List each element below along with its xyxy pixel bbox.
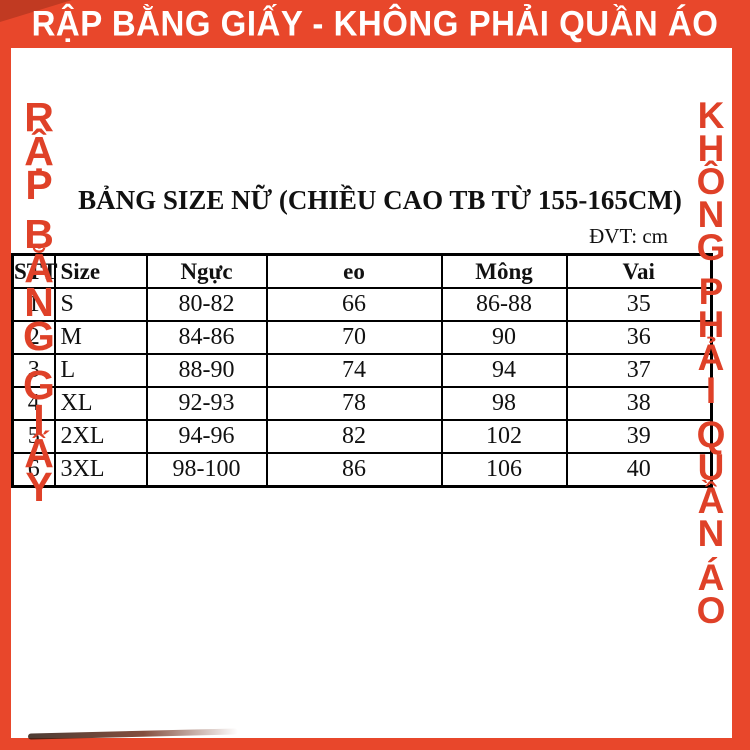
table-row: 1 S 80-82 66 86-88 35 [11,287,713,322]
table-cell: 98 [440,386,568,421]
table-cell: 90 [440,320,568,355]
vertical-letter: Ô [696,161,726,202]
table-cell: M [53,320,148,355]
table-cell: 2 [11,320,56,355]
table-header-row: STT Size Ngực eo Mông Vai [11,253,713,289]
table-cell: 66 [265,287,443,322]
table-cell: 39 [565,419,713,454]
vertical-letter: Q [696,414,726,455]
table-cell: 78 [265,386,443,421]
table-row: 5 2XL 94-96 82 102 39 [11,419,713,454]
table-cell: 102 [440,419,568,454]
table-cell: 74 [265,353,443,388]
column-header: Vai [565,253,713,289]
column-header: Mông [440,253,568,289]
vertical-letter: N [697,194,725,235]
table-row: 4 XL 92-93 78 98 38 [11,386,713,421]
table-row: 3 L 88-90 74 94 37 [11,353,713,388]
vertical-letter: H [697,304,725,345]
vertical-letter: N [24,279,54,325]
table-cell: 5 [11,419,56,454]
table-cell: 3XL [53,452,148,488]
size-table-body: 1 S 80-82 66 86-88 35 2 M 84-86 70 90 36 3 L 88-90 74 94… [11,287,713,488]
table-cell: L [53,353,148,388]
table-row: 2 M 84-86 70 90 36 [11,320,713,355]
table-cell: 2XL [53,419,148,454]
table-cell: 92-93 [145,386,268,421]
vertical-letter: I [705,370,717,411]
table-cell: 4 [11,386,56,421]
vertical-letter: G [23,362,55,408]
table-cell: 6 [11,452,56,488]
table-cell: 35 [565,287,713,322]
left-border-bar [0,0,11,750]
table-cell: 86-88 [440,287,568,322]
vertical-letter: O [696,590,726,631]
table-cell: 1 [11,287,56,322]
column-header: Size [53,253,148,289]
column-header: eo [265,253,443,289]
top-banner: RẬP BẰNG GIẤY - KHÔNG PHẢI QUẦN ÁO [0,0,750,48]
table-cell: 40 [565,452,713,488]
table-cell: 3 [11,353,56,388]
vertical-letter: G [696,227,726,268]
column-header: Ngực [145,253,268,289]
table-cell: 84-86 [145,320,268,355]
table-cell: 36 [565,320,713,355]
table-cell: 70 [265,320,443,355]
table-cell: XL [53,386,148,421]
size-chart-title: BẢNG SIZE NỮ (CHIỀU CAO TB TỪ 155-165CM) [78,185,682,215]
vertical-letter: Ầ [697,480,725,521]
table-cell: 88-90 [145,353,268,388]
vertical-letter: P [698,271,724,312]
vertical-letter: Ậ [24,128,54,174]
vertical-letter: Ả [697,337,725,378]
right-border-bar [732,0,750,750]
vertical-letter: N [697,513,725,554]
table-cell: 82 [265,419,443,454]
vertical-letter: P [25,162,53,208]
table-cell: 37 [565,353,713,388]
table-cell: 94 [440,353,568,388]
vertical-letter: Y [25,464,53,510]
vertical-letter: K [697,95,725,136]
unit-label: ĐVT: cm [589,224,668,248]
vertical-letter: R [24,94,54,140]
banner-title: RẬP BẰNG GIẤY - KHÔNG PHẢI QUẦN ÁO [31,3,719,44]
vertical-letter: G [23,313,55,359]
vertical-letter: I [33,396,45,442]
vertical-letter: B [24,211,54,257]
bottom-border-bar [0,738,750,750]
table-cell: 80-82 [145,287,268,322]
vertical-letter: Ằ [24,245,54,291]
table-cell: 38 [565,386,713,421]
table-cell: 106 [440,452,568,488]
vertical-letter: Ấ [24,430,54,476]
size-table: STT Size Ngực eo Mông Vai 1 S 80-82 66 86-88 35 2 M 8… [11,253,713,488]
vertical-letter: U [697,447,725,488]
vertical-letter: H [697,128,725,169]
table-cell: 94-96 [145,419,268,454]
table-cell: 98-100 [145,452,268,488]
table-cell: 86 [265,452,443,488]
table-row: 6 3XL 98-100 86 106 40 [11,452,713,488]
vertical-letter: Á [697,557,725,598]
column-header: STT [11,253,57,289]
table-cell: S [53,287,148,322]
